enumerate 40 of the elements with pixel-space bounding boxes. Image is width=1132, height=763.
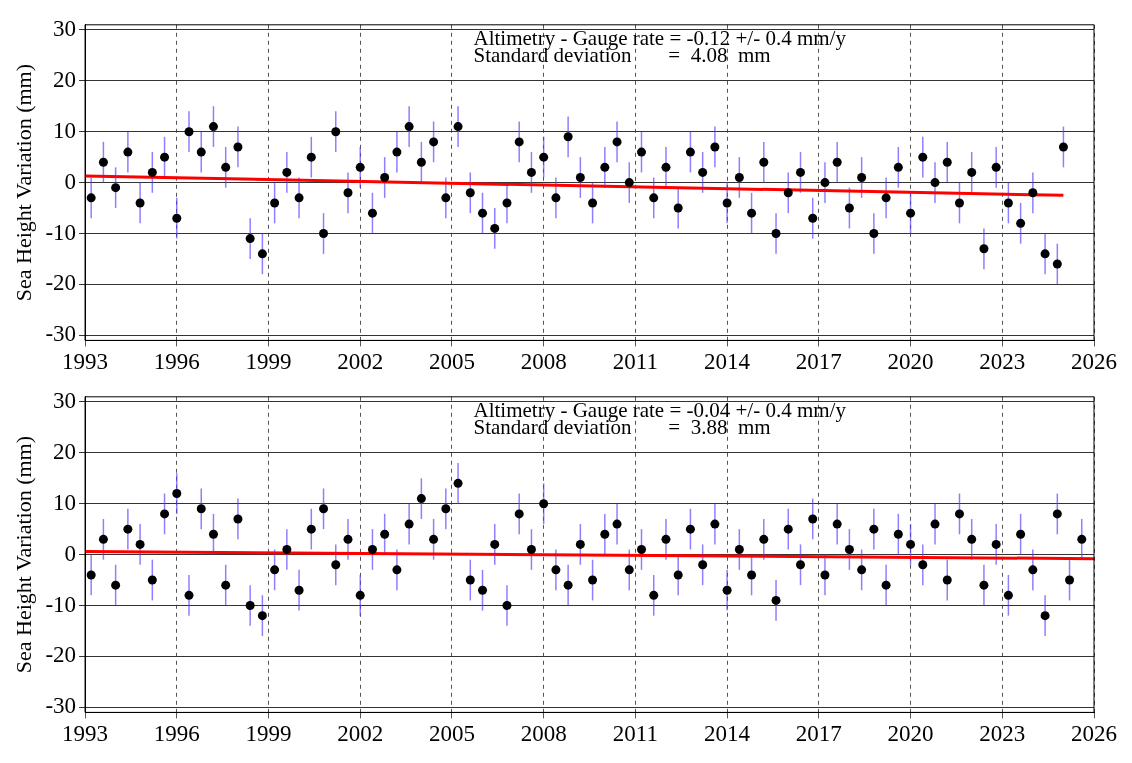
y-tick-label: 10	[53, 489, 77, 515]
x-tick-label: 2020	[887, 349, 934, 375]
x-tick-label: 2002	[337, 721, 384, 747]
x-tick-label: 2017	[795, 721, 842, 747]
x-tick-label: 2014	[704, 721, 751, 747]
y-tick-label: -30	[45, 693, 77, 719]
x-tick-label: 2008	[520, 721, 567, 747]
x-tick-label: 2020	[887, 721, 934, 747]
y-axis-title: Sea Height Variation (mm)	[10, 63, 36, 302]
y-tick-label: 0	[64, 540, 77, 566]
x-tick-label: 2011	[612, 349, 658, 375]
x-tick-label: 1996	[153, 349, 200, 375]
y-tick-label: 30	[53, 15, 77, 41]
x-tick-label: 1993	[62, 349, 109, 375]
x-tick-label: 2023	[979, 349, 1026, 375]
x-tick-label: 2026	[1071, 721, 1117, 747]
x-tick-label: 2008	[520, 349, 567, 375]
x-tick-label: 2011	[612, 721, 658, 747]
y-tick-label: 30	[53, 387, 77, 413]
y-tick-label: -20	[45, 270, 77, 296]
x-tick-label: 2017	[795, 349, 842, 375]
x-tick-label: 1996	[153, 721, 200, 747]
y-tick-label: -10	[45, 591, 77, 617]
y-tick-label: -30	[45, 321, 77, 347]
x-tick-label: 2014	[704, 349, 751, 375]
x-tick-label: 2023	[979, 721, 1026, 747]
x-tick-label: 2005	[428, 349, 475, 375]
x-tick-label: 1993	[62, 721, 109, 747]
y-tick-label: -10	[45, 219, 77, 245]
x-tick-label: 2026	[1071, 349, 1117, 375]
x-tick-label: 2002	[337, 349, 384, 375]
y-tick-label: 0	[64, 168, 77, 194]
y-tick-label: 20	[53, 66, 77, 92]
x-tick-label: 1999	[245, 721, 292, 747]
y-tick-label: 20	[53, 438, 77, 464]
y-tick-label: 10	[53, 117, 77, 143]
x-tick-label: 2005	[428, 721, 475, 747]
y-tick-label: -20	[45, 642, 77, 668]
x-tick-label: 1999	[245, 349, 292, 375]
y-axis-title: Sea Height Variation (mm)	[10, 435, 36, 674]
